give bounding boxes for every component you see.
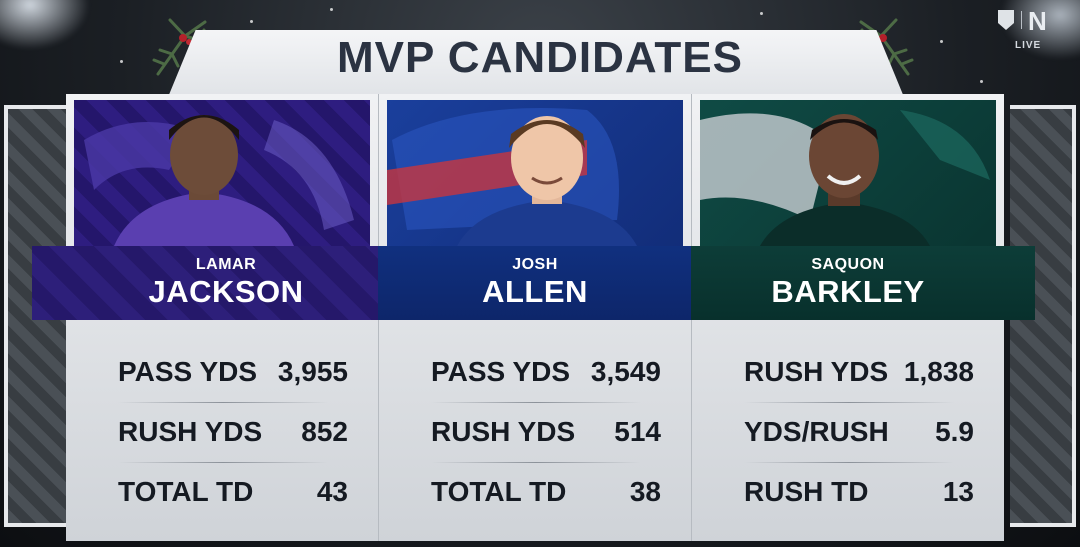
stat-value: 43	[316, 476, 348, 507]
stat-value: 3,955	[277, 356, 348, 387]
player-silhouette-icon	[387, 108, 637, 246]
row-divider	[744, 402, 954, 403]
candidate-card-jackson: LAMAR JACKSON PASS YDS 3,955 RUSH YDS 85…	[32, 94, 386, 541]
stat-value: 852	[301, 416, 348, 447]
row-divider	[744, 462, 954, 463]
stat-row: RUSH YDS 1,838	[744, 352, 974, 392]
stat-label: RUSH TD	[744, 476, 869, 507]
stat-label: PASS YDS	[118, 356, 258, 387]
player-silhouette-icon	[700, 110, 990, 246]
network-logo: N	[1028, 6, 1047, 36]
name-banner: JOSH ALLEN	[378, 246, 692, 320]
stat-value: 514	[614, 416, 661, 447]
candidate-card-barkley: SAQUON BARKLEY RUSH YDS 1,838 YDS/RUSH 5…	[691, 94, 1035, 541]
player-first-name: LAMAR	[195, 256, 257, 273]
row-divider	[118, 402, 328, 403]
stat-label: RUSH YDS	[744, 356, 889, 387]
stat-value: 5.9	[935, 416, 974, 447]
stat-row: YDS/RUSH 5.9	[744, 412, 974, 452]
bug-divider	[1021, 11, 1022, 29]
stat-value: 13	[942, 476, 974, 507]
page-title: MVP CANDIDATES	[337, 33, 743, 82]
stat-label: PASS YDS	[431, 356, 571, 387]
player-photo	[700, 100, 996, 246]
name-banner: LAMAR JACKSON	[32, 246, 386, 320]
title-banner	[166, 30, 906, 102]
stat-label: RUSH YDS	[431, 416, 576, 447]
stat-row: TOTAL TD 43	[118, 472, 348, 512]
stat-row: RUSH YDS 852	[118, 412, 348, 452]
stat-label: YDS/RUSH	[744, 416, 889, 447]
player-silhouette-icon	[84, 115, 354, 246]
stat-label: RUSH YDS	[118, 416, 263, 447]
player-last-name: ALLEN	[482, 274, 588, 309]
row-divider	[431, 402, 641, 403]
stat-row: PASS YDS 3,549	[431, 352, 661, 392]
player-last-name: BARKLEY	[771, 274, 925, 309]
live-indicator: LIVE	[1015, 40, 1042, 51]
player-first-name: SAQUON	[811, 256, 885, 273]
name-banner: SAQUON BARKLEY	[691, 246, 1035, 320]
row-divider	[431, 462, 641, 463]
nfl-shield-icon	[998, 10, 1014, 30]
stat-label: TOTAL TD	[431, 476, 567, 507]
stat-row: RUSH YDS 514	[431, 412, 661, 452]
candidate-card-allen: JOSH ALLEN PASS YDS 3,549 RUSH YDS 514 T…	[378, 94, 692, 541]
player-last-name: JACKSON	[148, 274, 304, 309]
stat-row: PASS YDS 3,955	[118, 352, 348, 392]
stat-value: 38	[629, 476, 661, 507]
stat-row: RUSH TD 13	[744, 472, 974, 512]
player-photo	[74, 100, 370, 246]
candidates-panel: LAMAR JACKSON PASS YDS 3,955 RUSH YDS 85…	[32, 94, 1035, 541]
stat-value: 1,838	[903, 356, 974, 387]
stat-row: TOTAL TD 38	[431, 472, 661, 512]
broadcast-bug: N LIVE	[998, 6, 1058, 56]
stat-label: TOTAL TD	[118, 476, 254, 507]
row-divider	[118, 462, 328, 463]
player-first-name: JOSH	[512, 256, 558, 273]
stat-value: 3,549	[590, 356, 661, 387]
player-photo	[387, 100, 683, 246]
